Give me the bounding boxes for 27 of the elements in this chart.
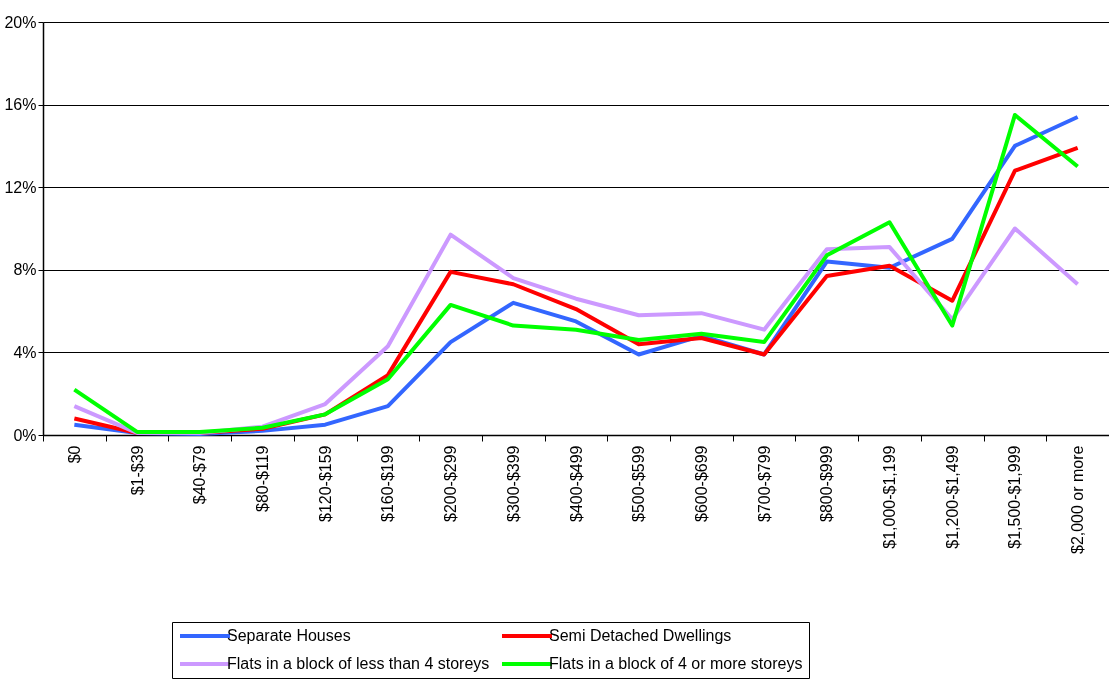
legend-label: Separate Houses	[227, 627, 351, 644]
x-tick-label: $1,500-$1,999	[1006, 445, 1024, 549]
legend-label: Semi Detached Dwellings	[549, 627, 732, 644]
legend-label: Flats in a block of 4 or more storeys	[549, 655, 803, 672]
x-tick-label: $200-$299	[442, 445, 460, 523]
x-tick-label: $40-$79	[191, 445, 209, 505]
x-tick-label: $1,000-$1,199	[881, 445, 899, 549]
y-tick-label: 20%	[4, 13, 37, 31]
y-tick-label: 12%	[4, 178, 37, 196]
y-tick-label: 8%	[13, 261, 37, 279]
y-tick-label: 16%	[4, 96, 37, 114]
x-tick-label: $80-$119	[253, 445, 271, 512]
y-tick-label: 0%	[13, 426, 37, 444]
x-tick-label: $400-$499	[567, 445, 585, 523]
x-tick-label: $600-$699	[692, 445, 710, 523]
x-tick-label: $500-$599	[630, 445, 648, 523]
x-tick-label: $700-$799	[755, 445, 773, 523]
x-tick-label: $1,200-$1,499	[943, 445, 961, 549]
x-tick-label: $160-$199	[379, 445, 397, 523]
y-tick-label: 4%	[13, 343, 37, 361]
x-tick-label: $1-$39	[128, 445, 146, 496]
x-tick-label: $800-$999	[818, 445, 836, 523]
x-tick-label: $2,000 or more	[1069, 445, 1087, 555]
x-tick-label: $0	[65, 445, 83, 464]
legend-label: Flats in a block of less than 4 storeys	[227, 655, 490, 672]
x-tick-label: $120-$159	[316, 445, 334, 523]
x-tick-label: $300-$399	[504, 445, 522, 523]
